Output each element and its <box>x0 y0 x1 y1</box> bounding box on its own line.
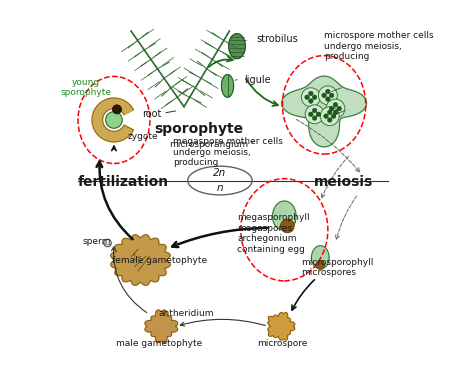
Text: strobilus: strobilus <box>256 33 298 44</box>
Circle shape <box>320 107 339 126</box>
Circle shape <box>309 99 313 103</box>
Polygon shape <box>145 310 178 343</box>
Circle shape <box>328 110 332 115</box>
Text: female gametophyte: female gametophyte <box>112 255 207 264</box>
Polygon shape <box>92 98 134 142</box>
Text: microspore: microspore <box>257 339 308 348</box>
Text: sperm: sperm <box>83 237 111 245</box>
Polygon shape <box>282 76 366 147</box>
Text: megaspore mother cells
undergo meiosis,
producing: megaspore mother cells undergo meiosis, … <box>173 137 283 167</box>
Text: 2n: 2n <box>213 168 227 178</box>
Circle shape <box>305 95 310 100</box>
Text: ligule: ligule <box>245 75 271 85</box>
Text: male gametophyte: male gametophyte <box>116 339 202 348</box>
Circle shape <box>326 89 330 94</box>
Polygon shape <box>268 312 295 340</box>
Text: microsporophyll
microspores: microsporophyll microspores <box>301 258 374 277</box>
Polygon shape <box>221 74 234 97</box>
Circle shape <box>333 110 337 115</box>
Circle shape <box>305 105 324 124</box>
Circle shape <box>322 93 327 98</box>
Text: zygote: zygote <box>127 133 158 141</box>
Circle shape <box>324 114 328 119</box>
Circle shape <box>309 112 313 117</box>
Circle shape <box>331 114 336 119</box>
Text: fertilization: fertilization <box>78 176 169 189</box>
Circle shape <box>312 108 317 113</box>
Circle shape <box>112 105 121 114</box>
Circle shape <box>301 88 320 107</box>
Circle shape <box>319 86 337 105</box>
Circle shape <box>312 116 317 120</box>
Text: antheridium: antheridium <box>158 309 214 318</box>
Text: n: n <box>217 183 223 193</box>
Text: meiosis: meiosis <box>314 176 374 189</box>
Polygon shape <box>273 201 296 230</box>
Polygon shape <box>311 245 329 268</box>
Text: microsporangium: microsporangium <box>169 140 248 149</box>
Text: microspore mother cells
undergo meiosis,
producing: microspore mother cells undergo meiosis,… <box>324 31 434 61</box>
Circle shape <box>281 219 294 233</box>
Circle shape <box>326 97 330 101</box>
Circle shape <box>309 91 313 96</box>
Circle shape <box>312 95 317 100</box>
Circle shape <box>316 112 321 117</box>
Text: root: root <box>142 109 161 119</box>
Circle shape <box>333 103 337 107</box>
Circle shape <box>316 260 325 269</box>
Circle shape <box>329 106 334 111</box>
Circle shape <box>337 106 341 111</box>
Circle shape <box>328 118 332 122</box>
Circle shape <box>106 112 122 128</box>
Text: young
sporophyte: young sporophyte <box>60 78 111 98</box>
Polygon shape <box>228 34 246 59</box>
Circle shape <box>326 99 345 118</box>
Polygon shape <box>111 235 170 285</box>
Circle shape <box>329 93 334 98</box>
Text: megasporophyll
megaspores
archegonium
containing egg: megasporophyll megaspores archegonium co… <box>237 214 310 253</box>
Text: sporophyte: sporophyte <box>155 122 244 136</box>
